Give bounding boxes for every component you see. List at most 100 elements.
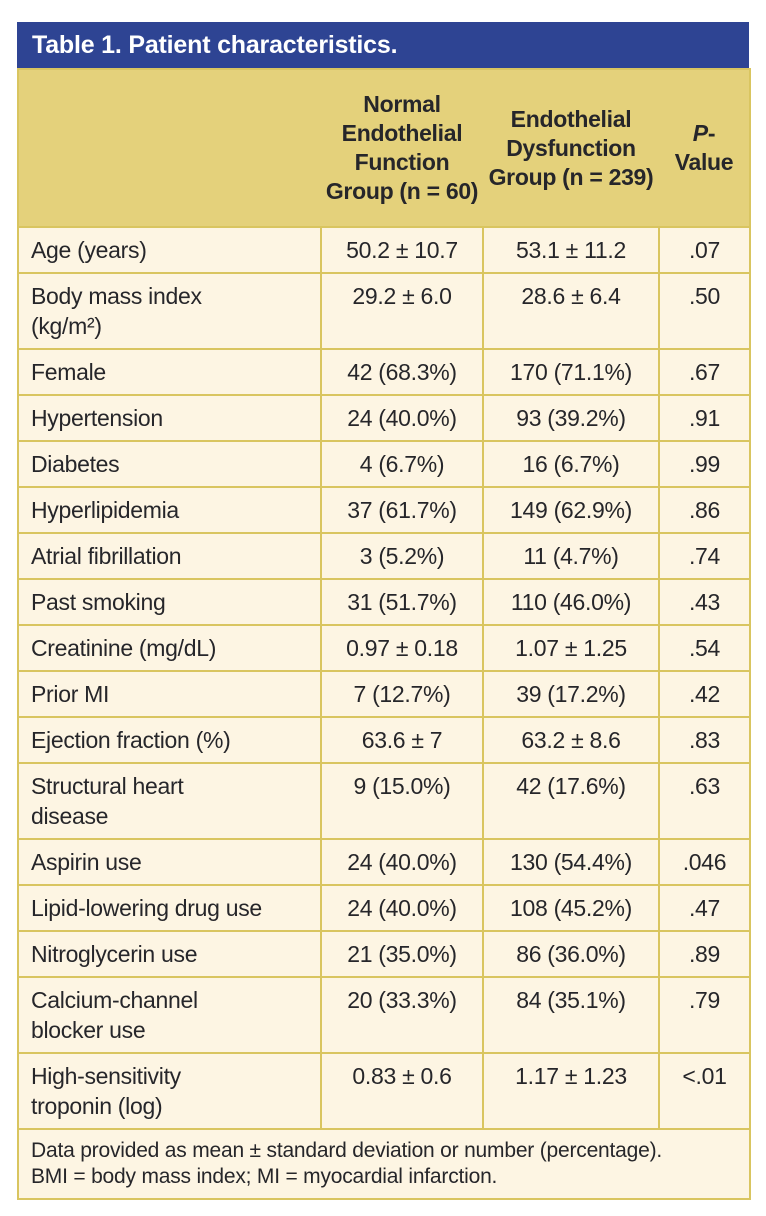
normal-group-value: 0.97 ± 0.18 bbox=[320, 624, 484, 672]
p-value-cell: .50 bbox=[658, 272, 751, 350]
column-header-p-value: P- Value bbox=[659, 69, 750, 227]
p-value-cell: .74 bbox=[658, 532, 751, 580]
table-row: Nitroglycerin use 21 (35.0%) 86 (36.0%) .89 bbox=[17, 930, 751, 978]
normal-group-value: 9 (15.0%) bbox=[320, 762, 484, 840]
dysfunction-group-value: 110 (46.0%) bbox=[482, 578, 660, 626]
row-label: Aspirin use bbox=[17, 838, 322, 886]
row-label: Structural heart disease bbox=[17, 762, 322, 840]
characteristics-table: Normal Endothelial Function Group (n = 6… bbox=[17, 68, 751, 1200]
p-value-cell: <.01 bbox=[658, 1052, 751, 1130]
p-value-cell: .89 bbox=[658, 930, 751, 978]
dysfunction-group-value: 28.6 ± 6.4 bbox=[482, 272, 660, 350]
row-label: Hyperlipidemia bbox=[17, 486, 322, 534]
row-label: Past smoking bbox=[17, 578, 322, 626]
normal-group-value: 37 (61.7%) bbox=[320, 486, 484, 534]
table-row: Hyperlipidemia 37 (61.7%) 149 (62.9%) .86 bbox=[17, 486, 751, 534]
row-label: Atrial fibrillation bbox=[17, 532, 322, 580]
normal-group-value: 24 (40.0%) bbox=[320, 838, 484, 886]
table-row: Creatinine (mg/dL) 0.97 ± 0.18 1.07 ± 1.25… bbox=[17, 624, 751, 672]
p-value-cell: .67 bbox=[658, 348, 751, 396]
table-row: Aspirin use 24 (40.0%) 130 (54.4%) .046 bbox=[17, 838, 751, 886]
p-value-cell: .86 bbox=[658, 486, 751, 534]
p-value-cell: .47 bbox=[658, 884, 751, 932]
table-title: Table 1. Patient characteristics. bbox=[32, 30, 398, 59]
p-value-cell: .99 bbox=[658, 440, 751, 488]
column-header-dysfunction-group: Endothelial Dysfunction Group (n = 239) bbox=[483, 69, 659, 227]
table-footer: Data provided as mean ± standard deviati… bbox=[17, 1128, 751, 1200]
dysfunction-group-value: 1.07 ± 1.25 bbox=[482, 624, 660, 672]
normal-group-value: 3 (5.2%) bbox=[320, 532, 484, 580]
table-body: Age (years) 50.2 ± 10.7 53.1 ± 11.2.07 Body… bbox=[17, 226, 751, 1130]
p-value-word: Value bbox=[674, 149, 734, 175]
row-label: Calcium-channel blocker use bbox=[17, 976, 322, 1054]
p-value-italic-p: P bbox=[692, 120, 708, 146]
table-row: Hypertension 24 (40.0%) 93 (39.2%) .91 bbox=[17, 394, 751, 442]
row-label: High-sensitivity troponin (log) bbox=[17, 1052, 322, 1130]
normal-group-value: 31 (51.7%) bbox=[320, 578, 484, 626]
row-label: Lipid-lowering drug use bbox=[17, 884, 322, 932]
p-value-cell: .54 bbox=[658, 624, 751, 672]
row-label: Body mass index (kg/m²) bbox=[17, 272, 322, 350]
row-label: Ejection fraction (%) bbox=[17, 716, 322, 764]
footnote-row: Data provided as mean ± standard deviati… bbox=[17, 1128, 751, 1200]
column-header-normal-group: Normal Endothelial Function Group (n = 6… bbox=[321, 69, 483, 227]
dysfunction-group-value: 42 (17.6%) bbox=[482, 762, 660, 840]
table-row: Female 42 (68.3%) 170 (71.1%) .67 bbox=[17, 348, 751, 396]
dysfunction-group-value: 16 (6.7%) bbox=[482, 440, 660, 488]
table-row: Lipid-lowering drug use 24 (40.0%) 108 (45… bbox=[17, 884, 751, 932]
table-row: Body mass index (kg/m²) 29.2 ± 6.0 28.6 ± … bbox=[17, 272, 751, 350]
normal-group-value: 24 (40.0%) bbox=[320, 884, 484, 932]
p-value-cell: .83 bbox=[658, 716, 751, 764]
row-label: Diabetes bbox=[17, 440, 322, 488]
column-header-empty bbox=[18, 69, 321, 227]
dysfunction-group-value: 170 (71.1%) bbox=[482, 348, 660, 396]
table-row: Atrial fibrillation 3 (5.2%) 11 (4.7%) .74 bbox=[17, 532, 751, 580]
dysfunction-group-value: 1.17 ± 1.23 bbox=[482, 1052, 660, 1130]
p-value-cell: .43 bbox=[658, 578, 751, 626]
normal-group-value: 29.2 ± 6.0 bbox=[320, 272, 484, 350]
normal-group-value: 4 (6.7%) bbox=[320, 440, 484, 488]
dysfunction-group-value: 63.2 ± 8.6 bbox=[482, 716, 660, 764]
table-row: Calcium-channel blocker use 20 (33.3%) 84 … bbox=[17, 976, 751, 1054]
dysfunction-group-value: 86 (36.0%) bbox=[482, 930, 660, 978]
normal-group-value: 20 (33.3%) bbox=[320, 976, 484, 1054]
footnote-cell: Data provided as mean ± standard deviati… bbox=[17, 1128, 751, 1200]
normal-group-value: 63.6 ± 7 bbox=[320, 716, 484, 764]
p-value-cell: .046 bbox=[658, 838, 751, 886]
dysfunction-group-value: 53.1 ± 11.2 bbox=[482, 226, 660, 274]
dysfunction-group-value: 149 (62.9%) bbox=[482, 486, 660, 534]
table-row: Structural heart disease 9 (15.0%) 42 (17.… bbox=[17, 762, 751, 840]
normal-group-value: 50.2 ± 10.7 bbox=[320, 226, 484, 274]
header-row: Normal Endothelial Function Group (n = 6… bbox=[18, 69, 750, 227]
normal-group-value: 24 (40.0%) bbox=[320, 394, 484, 442]
dysfunction-group-value: 39 (17.2%) bbox=[482, 670, 660, 718]
dysfunction-group-value: 108 (45.2%) bbox=[482, 884, 660, 932]
row-label: Hypertension bbox=[17, 394, 322, 442]
p-value-cell: .63 bbox=[658, 762, 751, 840]
footnote-line-2: BMI = body mass index; MI = myocardial i… bbox=[31, 1165, 498, 1188]
p-value-cell: .07 bbox=[658, 226, 751, 274]
p-value-cell: .91 bbox=[658, 394, 751, 442]
dysfunction-group-value: 130 (54.4%) bbox=[482, 838, 660, 886]
normal-group-value: 21 (35.0%) bbox=[320, 930, 484, 978]
row-label: Creatinine (mg/dL) bbox=[17, 624, 322, 672]
p-value-cell: .79 bbox=[658, 976, 751, 1054]
table-row: Prior MI 7 (12.7%) 39 (17.2%) .42 bbox=[17, 670, 751, 718]
normal-group-value: 0.83 ± 0.6 bbox=[320, 1052, 484, 1130]
row-label: Age (years) bbox=[17, 226, 322, 274]
footnote-line-1: Data provided as mean ± standard deviati… bbox=[31, 1139, 663, 1162]
table-row: Age (years) 50.2 ± 10.7 53.1 ± 11.2.07 bbox=[17, 226, 751, 274]
row-label: Prior MI bbox=[17, 670, 322, 718]
table-row: Diabetes 4 (6.7%) 16 (6.7%) .99 bbox=[17, 440, 751, 488]
row-label: Female bbox=[17, 348, 322, 396]
normal-group-value: 7 (12.7%) bbox=[320, 670, 484, 718]
table-row: Ejection fraction (%) 63.6 ± 7 63.2 ± 8.6.… bbox=[17, 716, 751, 764]
dysfunction-group-value: 84 (35.1%) bbox=[482, 976, 660, 1054]
dysfunction-group-value: 93 (39.2%) bbox=[482, 394, 660, 442]
table-row: High-sensitivity troponin (log) 0.83 ± 0.… bbox=[17, 1052, 751, 1130]
table-row: Past smoking 31 (51.7%) 110 (46.0%) .43 bbox=[17, 578, 751, 626]
p-value-cell: .42 bbox=[658, 670, 751, 718]
normal-group-value: 42 (68.3%) bbox=[320, 348, 484, 396]
dysfunction-group-value: 11 (4.7%) bbox=[482, 532, 660, 580]
